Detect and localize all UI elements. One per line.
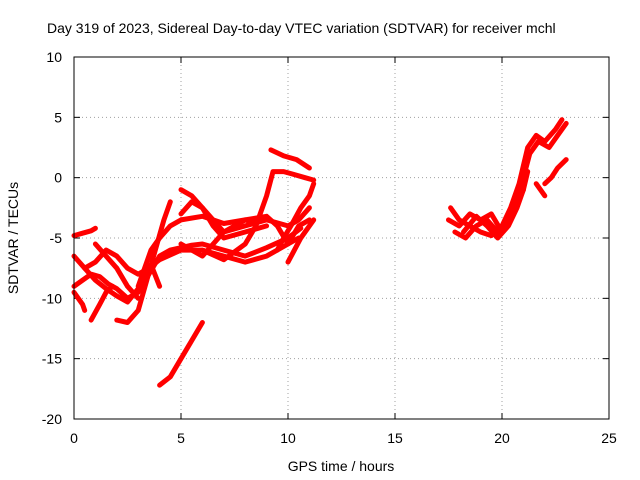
x-tick-label: 0 [70,430,78,446]
series-trace-13 [178,187,270,241]
y-tick-label: -20 [42,411,62,427]
series-trace-16 [274,181,317,253]
series-trace-11 [178,213,312,259]
y-tick-label: 0 [54,170,62,186]
series-trace-3 [71,289,88,313]
x-axis-label: GPS time / hours [288,458,395,474]
series-trace-6 [88,283,115,323]
series-trace-21 [461,187,526,241]
series-trace-15 [268,147,312,171]
series-trace-7 [92,241,141,301]
x-tick-label: 5 [177,430,185,446]
series-trace-5 [82,235,302,277]
y-tick-label: -10 [42,290,62,306]
x-tick-label: 10 [280,430,296,446]
series-trace-19 [452,120,569,241]
x-tick-label: 25 [601,430,617,446]
series-group [71,117,569,388]
series-trace-23 [542,157,569,187]
x-tick-label: 20 [494,430,510,446]
series-trace-17 [285,217,317,265]
y-tick-label: -15 [42,351,62,367]
series-trace-10 [157,320,205,388]
series-trace-14 [199,169,317,263]
series-trace-9 [135,213,259,289]
y-axis-label: SDTVAR / TECUs [5,182,21,294]
axis-ticks: 0 5 10 15 20 25 -20 -15 -10 -5 0 5 10 [42,49,617,446]
series-trace-8 [114,199,173,325]
y-tick-label: -5 [50,230,63,246]
plot-frame [73,56,610,420]
series-trace-22 [533,181,548,199]
y-tick-label: 5 [54,109,62,125]
x-tick-label: 15 [387,430,403,446]
chart-title: Day 319 of 2023, Sidereal Day-to-day VTE… [47,20,556,36]
y-tick-label: 10 [46,49,62,65]
series-trace-1 [71,225,98,239]
grid [74,57,609,419]
series-trace-4 [71,225,304,301]
